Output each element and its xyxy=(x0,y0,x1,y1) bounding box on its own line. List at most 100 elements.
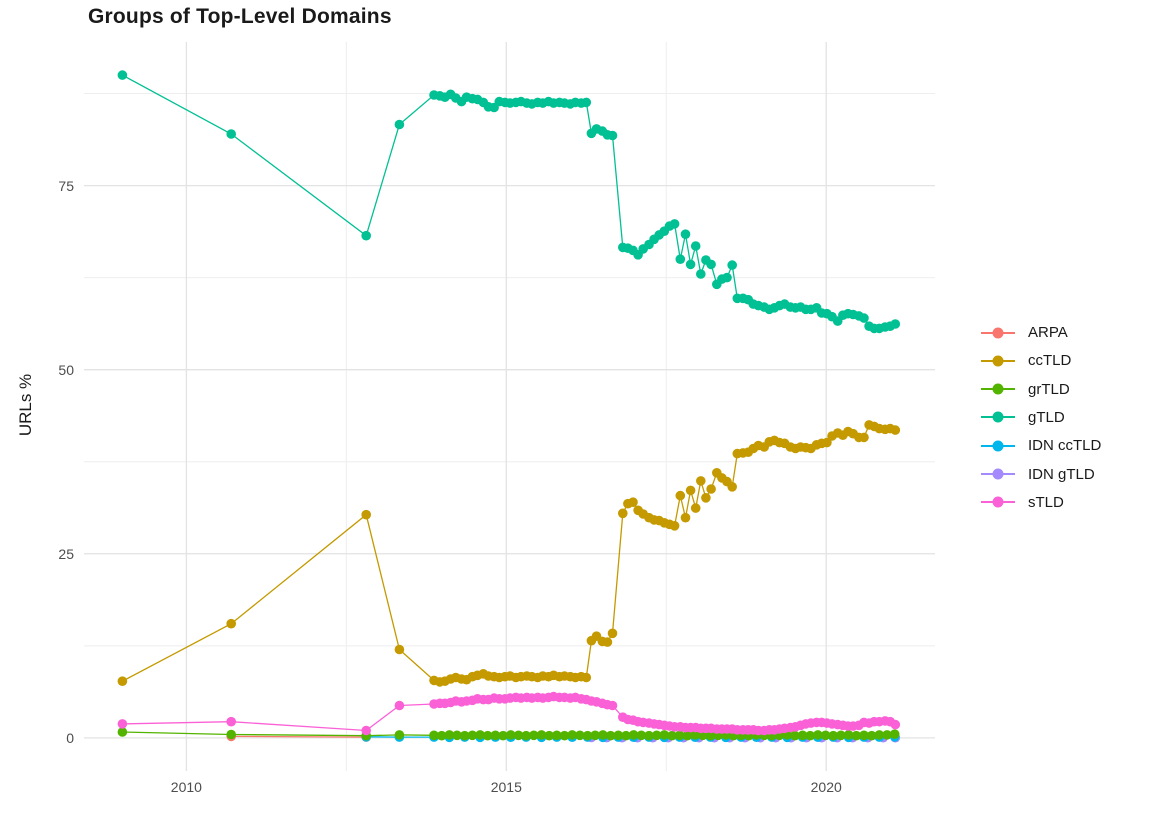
legend-key-dot xyxy=(992,327,1004,338)
data-point xyxy=(482,730,493,741)
data-point xyxy=(498,730,508,741)
chart-title: Groups of Top-Level Domains xyxy=(88,5,392,28)
legend-key-icon xyxy=(981,440,1015,452)
data-point xyxy=(727,482,737,492)
data-point xyxy=(607,700,618,711)
legend-item-gtld: gTLD xyxy=(980,409,1101,426)
data-point xyxy=(674,730,685,741)
data-point xyxy=(851,730,862,741)
data-point xyxy=(429,730,439,741)
data-point xyxy=(859,730,869,741)
data-point xyxy=(682,730,693,741)
data-point xyxy=(669,521,680,531)
data-point xyxy=(882,730,892,740)
data-point xyxy=(813,730,823,740)
data-point xyxy=(701,493,711,503)
data-point xyxy=(459,730,470,741)
legend-key-icon xyxy=(981,496,1015,508)
data-point xyxy=(890,425,901,435)
data-point xyxy=(667,730,677,741)
legend-label: sTLD xyxy=(1028,493,1064,511)
data-point xyxy=(226,729,236,740)
data-point xyxy=(696,269,706,279)
data-point xyxy=(644,730,654,741)
legend-item-idn-cctld: IDN ccTLD xyxy=(980,437,1101,454)
legend-key-icon xyxy=(981,355,1015,367)
data-point xyxy=(598,730,608,740)
data-point xyxy=(436,730,447,741)
data-point xyxy=(890,719,901,730)
legend-item-cctld: ccTLD xyxy=(980,352,1101,369)
data-point xyxy=(866,730,877,741)
series-line xyxy=(122,74,896,330)
data-point xyxy=(394,119,405,130)
data-point xyxy=(797,730,808,741)
legend-key-dot xyxy=(992,355,1004,367)
legend-key-icon xyxy=(981,411,1015,423)
data-point xyxy=(874,730,885,740)
data-point xyxy=(607,628,618,639)
series-stld xyxy=(117,691,901,736)
data-point xyxy=(475,730,485,740)
data-point xyxy=(117,676,128,686)
data-point xyxy=(490,730,501,741)
legend-key-dot xyxy=(992,383,1004,395)
data-point xyxy=(506,730,516,740)
data-point xyxy=(226,129,236,139)
data-point xyxy=(685,259,696,270)
data-point xyxy=(621,730,631,741)
legend-key-dot xyxy=(992,440,1004,452)
data-point xyxy=(602,637,613,647)
data-point xyxy=(117,70,128,80)
legend-item-grtld: grTLD xyxy=(980,381,1101,398)
legend-label: IDN ccTLD xyxy=(1028,437,1102,455)
data-point xyxy=(705,730,716,741)
data-point xyxy=(727,260,737,270)
data-point xyxy=(452,730,462,741)
data-point xyxy=(836,730,846,741)
data-point xyxy=(536,730,547,740)
legend-label: grTLD xyxy=(1028,380,1070,398)
data-point xyxy=(567,730,577,740)
legend-item-arpa: ARPA xyxy=(980,324,1101,341)
legend: ARPA ccTLD grTLD gTLD IDN ccTLD IDN gTLD sTLD xyxy=(980,324,1101,511)
data-point xyxy=(680,229,691,239)
data-point xyxy=(581,97,592,108)
data-point xyxy=(680,512,691,523)
series-line xyxy=(231,735,367,738)
y-tick-label: 75 xyxy=(58,177,74,194)
x-tick-label: 2020 xyxy=(810,779,842,795)
legend-label: ARPA xyxy=(1028,324,1068,341)
legend-item-stld: sTLD xyxy=(980,494,1101,511)
data-point xyxy=(582,730,593,741)
data-point xyxy=(581,672,592,683)
data-point xyxy=(444,730,455,740)
series-arpa xyxy=(226,731,372,742)
y-tick-label: 50 xyxy=(58,361,74,378)
legend-label: ccTLD xyxy=(1028,352,1072,370)
legend-key-icon xyxy=(981,468,1015,480)
data-point xyxy=(790,730,800,741)
data-point xyxy=(544,730,554,741)
data-point xyxy=(117,719,128,729)
data-point xyxy=(651,730,662,741)
data-point xyxy=(628,497,638,508)
data-point xyxy=(820,730,831,741)
data-point xyxy=(521,730,531,741)
series-gtld xyxy=(117,70,901,334)
data-point xyxy=(859,313,869,323)
legend-key-dot xyxy=(992,496,1004,508)
legend-item-idn-gtld: IDN gTLD xyxy=(980,466,1101,483)
data-point xyxy=(675,490,686,501)
data-point xyxy=(618,508,628,519)
x-tick-label: 2015 xyxy=(490,779,522,795)
data-point xyxy=(690,503,701,513)
data-point xyxy=(805,730,815,741)
legend-key-icon xyxy=(981,383,1015,395)
data-point xyxy=(890,319,901,329)
data-point xyxy=(552,730,562,741)
data-point xyxy=(529,730,539,741)
data-point xyxy=(636,730,647,741)
